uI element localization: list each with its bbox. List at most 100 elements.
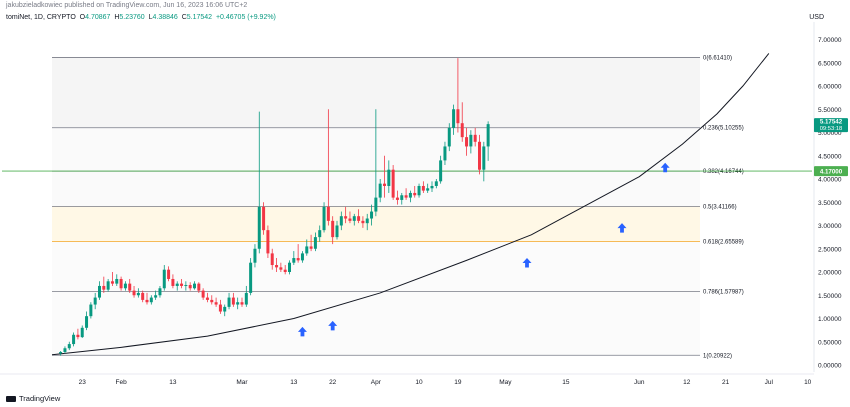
x-tick-label: 19 — [454, 379, 462, 386]
candle-body — [115, 278, 119, 284]
candle-body — [331, 220, 335, 238]
parabolic-curve — [51, 53, 770, 356]
candle-body — [404, 195, 408, 198]
blue-arrow-icon — [660, 162, 670, 173]
symbol-label: tomiNet, 1D, CRYPTO — [6, 14, 76, 21]
x-tick-label: Jun — [634, 379, 645, 386]
x-tick-label: 15 — [562, 379, 570, 386]
candle-body — [305, 246, 309, 254]
candle-body — [361, 220, 365, 224]
fib-level-label: 0.786(1.57987) — [703, 290, 744, 296]
candle-body — [85, 316, 89, 328]
candle-body — [102, 285, 106, 290]
candle-body — [89, 304, 93, 317]
candle-body — [417, 185, 421, 196]
candle-body — [149, 297, 153, 303]
y-tick-label: 6.50000 — [818, 60, 842, 67]
candle-body — [167, 269, 171, 279]
candle-body — [236, 302, 240, 305]
candle-body — [98, 285, 101, 298]
candle-body — [249, 262, 253, 293]
low-value: 4.38846 — [152, 14, 178, 21]
candle-body — [357, 216, 361, 221]
x-tick-label: 13 — [169, 379, 177, 386]
candle-body — [244, 292, 248, 305]
x-tick-label: 10 — [415, 379, 423, 386]
fib-band — [52, 241, 700, 356]
candle-body — [145, 299, 149, 303]
candle-body — [391, 169, 395, 198]
x-tick-label: 10 — [804, 379, 812, 386]
x-tick-label: Feb — [115, 379, 127, 386]
candle-body — [175, 283, 179, 286]
candle-body — [296, 258, 300, 261]
candle-body — [426, 188, 430, 191]
candle-body — [478, 141, 481, 170]
candle-body — [218, 304, 222, 312]
candle-body — [374, 197, 378, 212]
candle-body — [365, 218, 369, 224]
y-tick-label: 5.50000 — [818, 107, 842, 114]
green-line-price: 4.17000 — [820, 168, 843, 175]
y-tick-label: 2.00000 — [818, 270, 842, 277]
candle-body — [188, 285, 192, 289]
candle-body — [253, 248, 257, 263]
candle-body — [158, 288, 162, 296]
candle-body — [452, 109, 456, 128]
fib-level-label: 1(0.20922) — [703, 353, 732, 359]
y-tick-label: 4.50000 — [818, 153, 842, 160]
candle-body — [387, 169, 391, 186]
candle-body — [482, 146, 486, 170]
candle-body — [283, 269, 287, 272]
candle-body — [335, 225, 339, 238]
tradingview-logo-icon — [6, 395, 16, 402]
candle-body — [257, 206, 261, 249]
blue-arrow-icon — [522, 258, 532, 268]
candle-body — [184, 285, 188, 286]
x-tick-label: May — [499, 379, 512, 386]
candle-body — [456, 109, 460, 124]
candle-body — [275, 265, 279, 268]
tradingview-logo[interactable]: TradingView — [6, 394, 60, 403]
candle-body — [460, 123, 464, 138]
close-value: 5.17542 — [186, 14, 213, 21]
high-value: 5.23760 — [119, 14, 145, 21]
candle-body — [76, 334, 80, 338]
candle-body — [322, 206, 326, 231]
blue-arrow-icon — [297, 326, 307, 337]
candle-body — [348, 218, 352, 221]
candle-body — [171, 278, 175, 286]
candle-body — [270, 253, 274, 266]
candle-body — [93, 297, 97, 305]
candle-body — [262, 206, 266, 231]
candle-body — [141, 292, 145, 300]
candle-body — [106, 281, 110, 290]
candle-body — [408, 192, 412, 198]
candle-body — [313, 237, 317, 249]
candle-body — [128, 283, 132, 291]
candle-body — [378, 183, 382, 198]
fib-level-label: 0.618(2.65589) — [703, 240, 744, 246]
y-tick-label: 1.00000 — [818, 316, 842, 323]
candle-body — [162, 269, 166, 289]
candle-body — [210, 299, 214, 303]
y-tick-label: 0.00000 — [818, 363, 842, 370]
candle-body — [136, 292, 140, 296]
candle-body — [67, 344, 71, 349]
candle-body — [439, 160, 443, 182]
candle-body — [326, 206, 330, 221]
candle-body — [266, 230, 270, 254]
change-value: +0.46705 (+9.92%) — [215, 14, 276, 21]
x-tick-label: 23 — [79, 379, 87, 386]
candle-body — [132, 290, 136, 296]
y-tick-label: 3.50000 — [818, 200, 842, 207]
fib-level-label: 0(6.61410) — [703, 55, 732, 61]
candle-body — [214, 302, 218, 305]
candle-body — [413, 192, 417, 196]
candle-body — [318, 230, 322, 238]
candle-body — [300, 253, 304, 261]
y-tick-label: 3.00000 — [818, 223, 842, 230]
y-tick-label: 5.00000 — [818, 130, 842, 137]
last-price-value: 5.17542 — [820, 119, 843, 126]
